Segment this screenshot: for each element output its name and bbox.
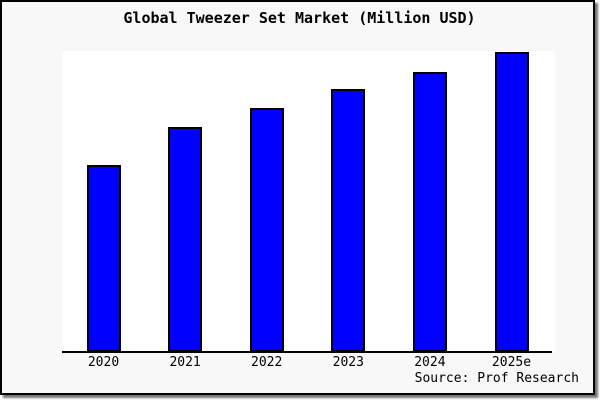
bar-2022 xyxy=(249,108,284,352)
bar-2021 xyxy=(168,127,203,352)
bar-2023 xyxy=(331,89,366,352)
chart-title: Global Tweezer Set Market (Million USD) xyxy=(123,9,476,27)
bar-2024 xyxy=(412,72,447,352)
x-tick-label-2021: 2021 xyxy=(169,355,201,370)
source-text: Source: Prof Research xyxy=(414,371,579,386)
chart-frame: Global Tweezer Set Market (Million USD) … xyxy=(0,0,595,395)
plot-area xyxy=(62,51,555,352)
x-axis-line xyxy=(62,351,552,353)
bar-2020 xyxy=(86,165,121,352)
x-tick-label-2024: 2024 xyxy=(414,355,446,370)
x-tick-label-2023: 2023 xyxy=(332,355,364,370)
x-tick-label-2020: 2020 xyxy=(87,355,120,370)
bar-2025e xyxy=(494,52,529,352)
x-tick-label-2025e: 2025e xyxy=(491,355,532,370)
x-tick-label-2022: 2022 xyxy=(251,355,283,370)
